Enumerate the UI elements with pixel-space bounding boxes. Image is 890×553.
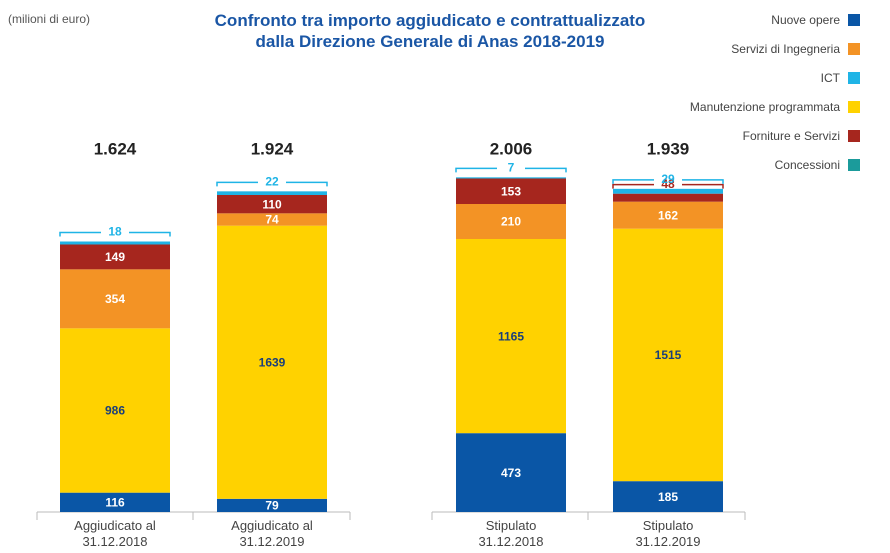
legend-label: Servizi di Ingegneria — [731, 42, 840, 56]
value-label: 18 — [108, 225, 122, 239]
bar-segment — [613, 201, 723, 229]
legend-item: Servizi di Ingegneria — [731, 42, 860, 56]
bar-segment — [613, 193, 723, 202]
bar-segment — [60, 492, 170, 512]
legend-swatch — [848, 14, 860, 26]
x-tick-label: Aggiudicato al 31.12.2018 — [74, 518, 156, 549]
legend-swatch — [848, 72, 860, 84]
legend-label: Concessioni — [774, 158, 840, 172]
value-label: 110 — [262, 197, 282, 211]
legend-swatch — [848, 130, 860, 142]
legend-label: Manutenzione programmata — [689, 100, 840, 114]
value-label: 473 — [501, 466, 521, 480]
legend-item: ICT — [821, 71, 860, 85]
label-bracket — [59, 231, 171, 237]
legend-label: Nuove opere — [771, 13, 840, 27]
value-label: 1165 — [498, 329, 524, 343]
x-tick-label: Stipulato 31.12.2018 — [478, 518, 544, 549]
chart-title: Confronto tra importo aggiudicato e cont… — [214, 11, 646, 51]
bar-segment — [456, 178, 566, 204]
total-label: 1.624 — [94, 139, 137, 158]
total-label: 1.939 — [647, 139, 690, 158]
x-tick-label: Stipulato 31.12.2019 — [635, 518, 701, 549]
value-label: 153 — [501, 184, 521, 198]
subtitle: (milioni di euro) — [8, 12, 91, 26]
total-label: 1.924 — [251, 139, 294, 158]
bar-segment — [613, 188, 723, 194]
bar-segment — [60, 269, 170, 329]
bar-segment — [217, 225, 327, 499]
total-label: 2.006 — [490, 139, 533, 158]
value-label: 162 — [658, 208, 678, 222]
value-label: 74 — [265, 213, 279, 227]
value-label: 79 — [265, 499, 279, 513]
bar-segment — [613, 481, 723, 512]
label-bracket — [216, 181, 328, 187]
legend-swatch — [848, 159, 860, 171]
legend-item: Manutenzione programmata — [690, 100, 860, 114]
value-label: 149 — [105, 250, 125, 264]
legend-label: Forniture e Servizi — [742, 129, 840, 143]
bar-segment — [456, 239, 566, 434]
label-bracket — [612, 179, 724, 184]
legend-swatch — [848, 43, 860, 55]
value-label: 354 — [105, 292, 125, 306]
value-label: 210 — [501, 215, 521, 229]
bar-segment — [217, 213, 327, 226]
value-label: 185 — [658, 490, 678, 504]
bar-segment — [60, 241, 170, 245]
bar-segment — [456, 433, 566, 512]
bar-segment — [217, 498, 327, 512]
legend-item: Concessioni — [775, 158, 860, 172]
value-label: 116 — [105, 496, 125, 510]
value-label: 1515 — [655, 348, 682, 362]
legend-swatch — [848, 101, 860, 113]
value-label: 48 — [661, 177, 675, 191]
legend-item: Forniture e Servizi — [743, 129, 860, 143]
legend-label: ICT — [820, 71, 840, 85]
value-label: 22 — [265, 175, 279, 189]
value-label: 7 — [508, 161, 515, 175]
bar-segment — [217, 191, 327, 195]
value-label: 29 — [661, 172, 675, 186]
label-bracket — [612, 183, 724, 189]
value-label: 986 — [105, 404, 125, 418]
bar-segment — [217, 195, 327, 214]
x-tick-label: Aggiudicato al 31.12.2019 — [231, 518, 313, 549]
bar-segment — [60, 244, 170, 270]
bar-segment — [456, 204, 566, 239]
value-label: 1639 — [259, 355, 286, 369]
bar-segment — [60, 328, 170, 493]
bar-segment — [456, 177, 566, 179]
label-bracket — [455, 167, 567, 173]
legend-item: Nuove opere — [771, 13, 860, 27]
bar-segment — [613, 228, 723, 482]
